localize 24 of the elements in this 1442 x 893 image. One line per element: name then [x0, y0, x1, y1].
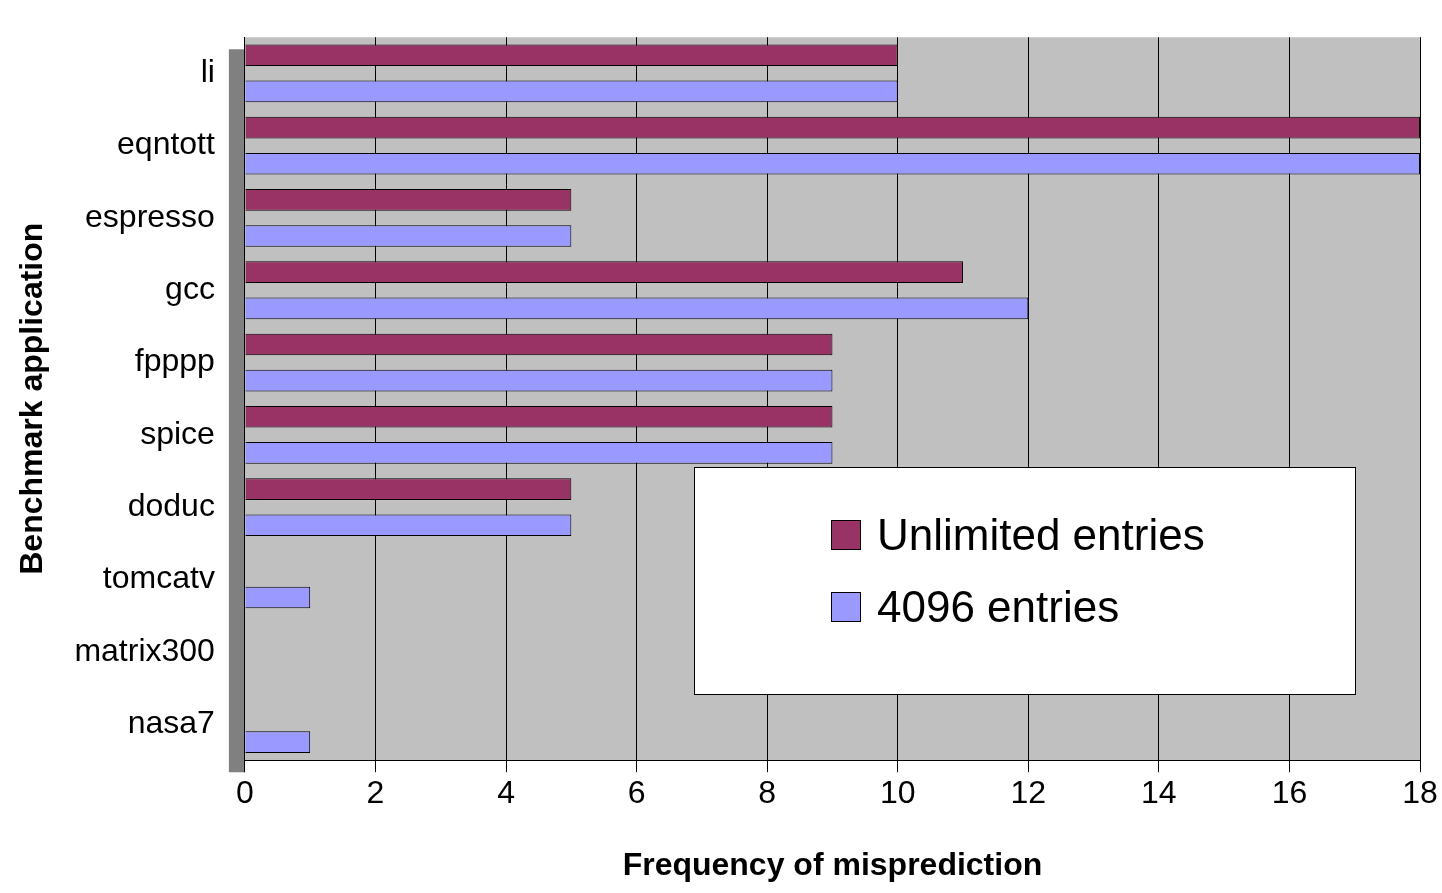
legend-label: 4096 entries — [877, 582, 1120, 632]
x-tick-label: 10 — [879, 774, 916, 811]
y-tick-label: fpppp — [134, 342, 215, 379]
y-tick-label: espresso — [85, 197, 215, 234]
y-tick-label: eqntott — [117, 125, 216, 162]
x-tick-label: 0 — [236, 774, 254, 811]
y-tick-label: tomcatv — [102, 559, 215, 596]
y-tick-label: doduc — [127, 486, 215, 523]
x-tick-label: 18 — [1402, 774, 1438, 811]
x-tick-label: 14 — [1141, 774, 1177, 811]
x-tick-label: 12 — [1010, 774, 1047, 811]
x-tick-label: 4 — [497, 774, 515, 811]
y-tick-label: nasa7 — [127, 703, 215, 740]
y-tick-label: li — [200, 53, 215, 90]
y-tick-label: spice — [140, 414, 215, 451]
y-tick-label: matrix300 — [74, 631, 215, 668]
x-tick-label: 2 — [366, 774, 385, 811]
x-axis-title: Frequency of misprediction — [622, 845, 1043, 882]
x-tick-label: 16 — [1271, 774, 1308, 811]
x-tick-label: 6 — [627, 774, 646, 811]
y-axis-title: Benchmark application — [13, 222, 50, 575]
legend-label: Unlimited entries — [877, 510, 1205, 560]
x-tick-label: 8 — [758, 774, 777, 811]
y-tick-label: gcc — [165, 270, 215, 307]
